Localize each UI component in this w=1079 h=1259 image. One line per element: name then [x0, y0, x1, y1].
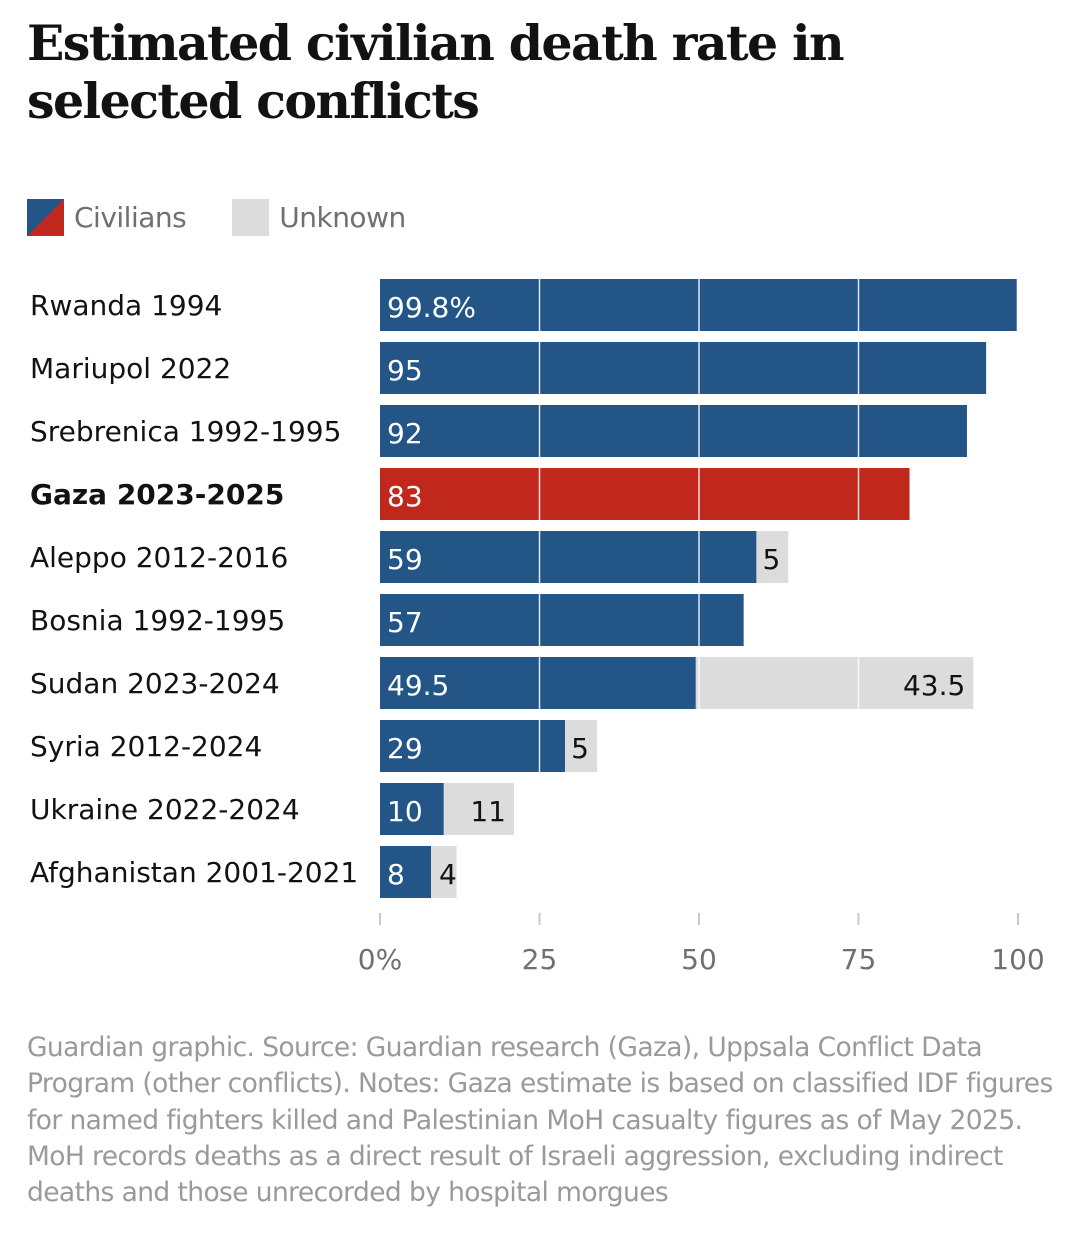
bar-unknown — [431, 846, 457, 898]
legend-item-unknown: Unknown — [232, 198, 406, 236]
value-label-civilians: 92 — [387, 417, 423, 450]
category-label: Aleppo 2012-2016 — [30, 541, 288, 574]
bar-civilians — [380, 720, 566, 772]
civilians-swatch-icon — [27, 198, 64, 236]
value-label-unknown: 11 — [470, 795, 506, 828]
value-label-civilians: 59 — [387, 543, 423, 576]
value-label-civilians: 99.8% — [387, 291, 476, 324]
bar-unknown — [443, 783, 514, 835]
chart-title: Estimated civilian death rate in selecte… — [27, 14, 845, 130]
legend-label-civilians: Civilians — [74, 200, 187, 234]
bar-civilians — [380, 342, 987, 394]
category-label: Bosnia 1992-1995 — [30, 604, 285, 637]
unknown-swatch-icon — [232, 198, 270, 236]
bar-chart: Rwanda 1994 99.8% Mariupol 2022 95 Srebrenic… — [30, 279, 1045, 976]
value-label-unknown: 5 — [571, 732, 589, 765]
value-label-civilians: 8 — [387, 858, 405, 891]
value-label-civilians: 10 — [387, 795, 423, 828]
value-label-civilians: 29 — [387, 732, 423, 765]
bar-civilians — [380, 783, 444, 835]
category-label: Afghanistan 2001-2021 — [30, 856, 358, 889]
category-label: Ukraine 2022-2024 — [30, 793, 300, 826]
category-label: Gaza 2023-2025 — [30, 478, 284, 511]
legend-label-unknown: Unknown — [279, 200, 406, 234]
category-label: Sudan 2023-2024 — [30, 667, 280, 700]
bar-civilians — [380, 468, 910, 520]
axis-tick-label: 100 — [991, 943, 1044, 976]
bar-unknown — [565, 720, 597, 772]
bar-civilians — [380, 594, 744, 646]
bar-civilians — [380, 531, 757, 583]
footnote: Guardian graphic. Source: Guardian resea… — [27, 1032, 1053, 1209]
value-label-civilians: 83 — [387, 480, 423, 513]
legend: Civilians Unknown — [27, 198, 452, 236]
category-label: Srebrenica 1992-1995 — [30, 415, 341, 448]
legend-item-civilians: Civilians — [27, 198, 187, 236]
category-label: Syria 2012-2024 — [30, 730, 262, 763]
bar-civilians — [380, 846, 432, 898]
axis-tick-label: 25 — [522, 943, 558, 976]
value-label-civilians: 57 — [387, 606, 423, 639]
value-label-civilians: 49.5 — [387, 669, 449, 702]
bar-unknown — [695, 657, 974, 709]
value-label-civilians: 95 — [387, 354, 423, 387]
value-label-unknown: 43.5 — [903, 669, 965, 702]
bar-civilians — [380, 405, 967, 457]
axis-tick-label: 75 — [841, 943, 877, 976]
axis-tick-label: 0% — [358, 943, 402, 976]
value-label-unknown: 5 — [762, 543, 780, 576]
axis-tick-label: 50 — [681, 943, 717, 976]
bar-unknown — [756, 531, 789, 583]
bar-civilians — [380, 657, 696, 709]
value-label-unknown: 4 — [439, 858, 457, 891]
category-label: Mariupol 2022 — [30, 352, 231, 385]
category-label: Rwanda 1994 — [30, 289, 222, 322]
